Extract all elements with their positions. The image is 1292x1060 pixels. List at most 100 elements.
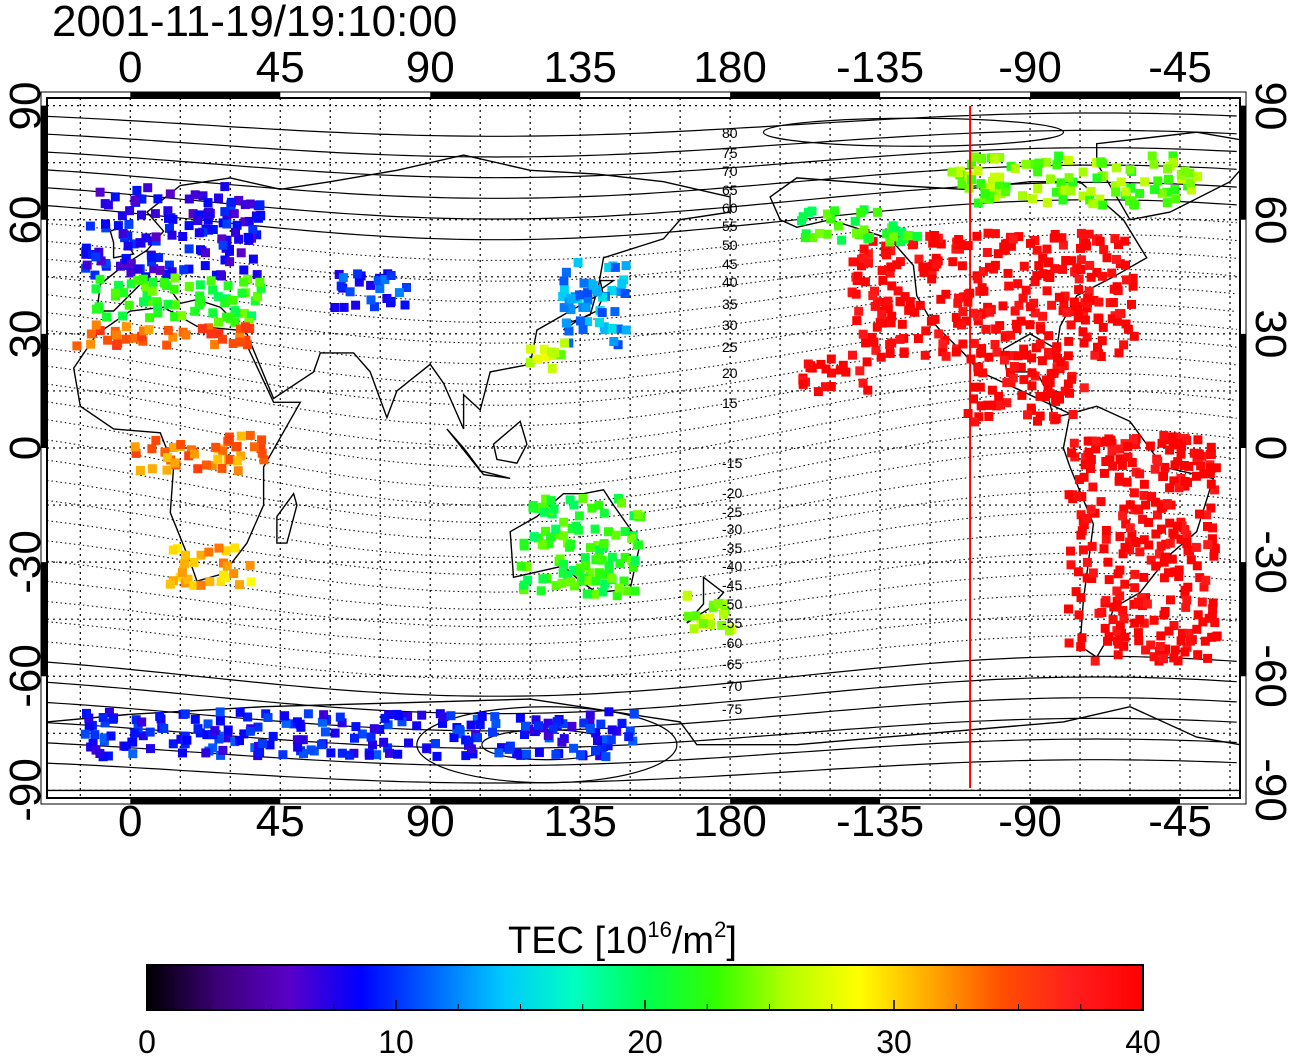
tec-marker (815, 228, 824, 238)
mag-lat-label: 25 (722, 339, 738, 355)
tec-marker (620, 527, 630, 536)
tec-marker (1084, 229, 1094, 239)
tec-marker (519, 585, 529, 595)
tec-marker (630, 556, 640, 566)
tec-marker (229, 209, 239, 219)
tec-marker (826, 354, 836, 364)
tec-marker (189, 558, 199, 567)
tec-marker (516, 561, 526, 571)
tec-marker (1053, 353, 1062, 363)
tec-marker (91, 304, 101, 314)
tec-marker (1208, 523, 1218, 533)
colorbar-tick-label: 10 (378, 1024, 414, 1060)
tec-marker (1115, 532, 1125, 542)
tec-marker (386, 271, 396, 280)
tec-marker (1153, 510, 1162, 520)
tec-marker (214, 193, 223, 203)
tec-marker (393, 749, 403, 759)
tec-marker (151, 435, 161, 445)
tec-marker (1197, 597, 1207, 607)
tec-marker (983, 228, 993, 238)
mag-contour (47, 147, 1237, 179)
tec-marker (552, 530, 562, 540)
tec-marker (1081, 239, 1091, 249)
tec-marker (1079, 383, 1089, 393)
tec-marker (154, 253, 164, 263)
tec-marker (855, 366, 865, 376)
mag-lat-label: 80 (722, 125, 738, 141)
tec-marker (1174, 572, 1184, 581)
tec-marker (838, 360, 848, 370)
tec-marker (1123, 324, 1133, 334)
tec-marker (170, 458, 180, 468)
tec-marker (593, 736, 602, 745)
tec-marker (541, 494, 551, 504)
tec-marker (609, 337, 619, 346)
tec-marker (1013, 279, 1023, 289)
tec-marker (1133, 597, 1143, 607)
tec-marker (621, 325, 631, 335)
tec-marker (1109, 602, 1119, 612)
tec-marker (1025, 320, 1035, 330)
tec-marker (221, 573, 231, 583)
tec-marker (985, 262, 994, 272)
tec-marker (1202, 510, 1212, 520)
tec-marker (1092, 268, 1102, 277)
tec-marker (1012, 324, 1022, 334)
tec-marker (990, 154, 1000, 164)
tec-marker (546, 496, 556, 506)
tec-marker (610, 307, 620, 317)
tec-marker (808, 233, 818, 243)
tec-marker (196, 297, 206, 307)
tec-marker (1129, 199, 1139, 209)
tec-marker (1120, 579, 1130, 589)
tec-marker (561, 318, 571, 328)
tec-marker (245, 430, 255, 440)
tec-marker (1129, 435, 1138, 445)
tec-marker (977, 344, 987, 354)
tec-marker (556, 350, 566, 360)
tec-marker (1144, 540, 1154, 550)
tec-marker (1019, 261, 1029, 271)
tec-marker (345, 750, 355, 760)
tec-marker (1159, 471, 1168, 481)
tec-marker (236, 431, 246, 441)
tec-marker (1098, 322, 1108, 332)
tec-marker (1115, 455, 1125, 465)
tec-marker (1206, 449, 1216, 459)
tec-marker (138, 731, 148, 741)
tec-marker (999, 245, 1009, 255)
tec-marker (1186, 178, 1195, 188)
tec-marker (534, 748, 544, 758)
tec-marker (1182, 530, 1192, 540)
tec-marker (1196, 461, 1206, 471)
tec-marker (888, 221, 898, 231)
tec-marker (604, 564, 614, 574)
tec-marker (228, 295, 238, 305)
tec-marker (1192, 561, 1202, 571)
tec-marker (223, 281, 233, 291)
tec-marker (967, 175, 976, 184)
tec-marker (850, 216, 860, 226)
tec-marker (1169, 157, 1178, 167)
tec-marker (268, 731, 278, 741)
tec-marker (619, 576, 629, 586)
tec-marker (978, 368, 988, 378)
tec-marker (1016, 362, 1026, 372)
tec-marker (571, 521, 581, 531)
coastline (492, 420, 528, 464)
tec-marker (1123, 452, 1133, 462)
tec-marker (1150, 185, 1159, 195)
tec-marker (1133, 504, 1143, 514)
tec-marker (1041, 392, 1050, 401)
mag-contour (47, 635, 1237, 680)
tec-marker (559, 285, 569, 295)
tec-marker (999, 355, 1009, 365)
tec-marker (1074, 610, 1084, 620)
tec-marker (800, 233, 810, 243)
tec-marker (86, 329, 96, 339)
tec-marker (563, 570, 573, 580)
tec-marker (1083, 436, 1093, 446)
mag-pole-south-outer (416, 706, 678, 784)
tec-marker (1173, 656, 1183, 666)
